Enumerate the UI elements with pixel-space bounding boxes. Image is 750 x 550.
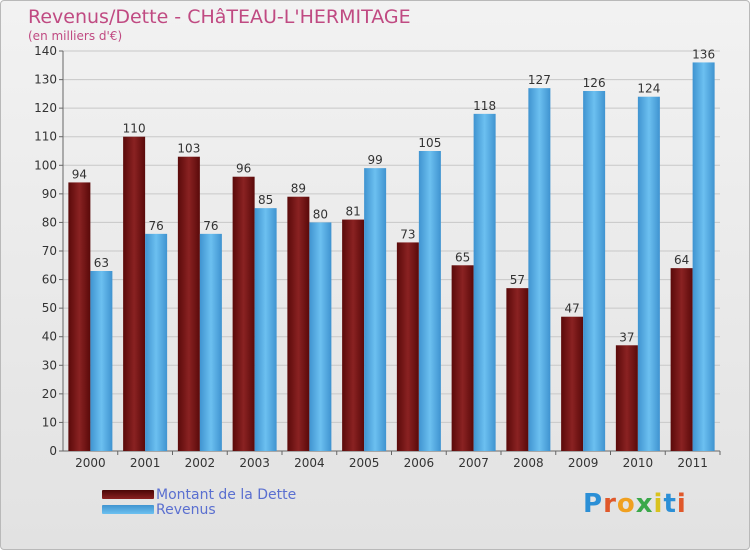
bar-revenus [309,222,332,451]
bar-dette [232,176,255,451]
data-label-revenus: 127 [528,73,551,87]
legend-swatch-revenus [102,505,154,514]
data-label-dette: 103 [177,142,200,156]
bar-dette [670,268,693,451]
y-tick-label: 20 [42,387,57,401]
bar-dette [177,156,200,451]
legend-label-revenus: Revenus [156,502,216,518]
data-label-dette: 110 [123,122,146,136]
data-label-revenus: 136 [692,47,715,61]
data-label-dette: 81 [345,205,360,219]
x-tick-label: 2004 [294,456,325,470]
y-tick-label: 50 [42,301,57,315]
x-tick-label: 2010 [623,456,654,470]
y-tick-label: 10 [42,415,57,429]
bar-dette [561,316,584,451]
x-tick-label: 2007 [458,456,489,470]
y-tick-label: 90 [42,187,57,201]
bar-dette [396,242,419,451]
data-label-dette: 65 [455,250,470,264]
data-label-revenus: 85 [258,193,273,207]
chart-subtitle: (en milliers d'€) [28,29,123,43]
bar-dette [506,288,529,451]
y-tick-label: 80 [42,215,57,229]
y-tick-label: 140 [34,44,57,58]
bar-dette [68,182,91,451]
y-tick-label: 130 [34,73,57,87]
x-tick-label: 2005 [349,456,380,470]
y-tick-label: 100 [34,158,57,172]
bar-revenus [418,151,441,451]
x-tick-label: 2003 [239,456,270,470]
bar-revenus [364,168,387,451]
data-label-revenus: 118 [473,99,496,113]
bar-revenus [254,208,277,451]
legend-swatch-dette [102,490,154,499]
bar-revenus [692,62,715,452]
data-label-dette: 96 [236,162,251,176]
x-tick-label: 2002 [185,456,216,470]
bar-revenus [583,91,606,451]
data-label-dette: 64 [674,253,689,267]
proxiti-logo: Proxiti [583,489,687,519]
data-label-dette: 73 [400,227,415,241]
y-tick-label: 120 [34,101,57,115]
x-tick-label: 2011 [677,456,708,470]
data-label-revenus: 76 [148,219,163,233]
chart-title: Revenus/Dette - CHâTEAU-L'HERMITAGE [28,6,411,28]
data-label-revenus: 80 [313,207,328,221]
x-tick-label: 2000 [75,456,106,470]
y-tick-label: 0 [49,444,57,458]
x-tick-label: 2006 [404,456,435,470]
x-tick-label: 2008 [513,456,544,470]
data-label-dette: 47 [564,302,579,316]
data-label-revenus: 124 [637,82,660,96]
data-label-dette: 57 [510,273,525,287]
y-tick-label: 30 [42,358,57,372]
y-tick-label: 40 [42,330,57,344]
y-tick-label: 70 [42,244,57,258]
bar-dette [451,265,474,451]
bar-dette [342,219,365,451]
bar-dette [287,196,310,451]
bar-revenus [145,233,168,451]
data-label-dette: 37 [619,330,634,344]
bar-dette [615,345,638,451]
bar-revenus [473,113,496,451]
legend-label-dette: Montant de la Dette [156,487,297,503]
data-label-revenus: 76 [203,219,218,233]
data-label-dette: 94 [72,167,87,181]
x-tick-label: 2001 [130,456,161,470]
bar-revenus [528,88,551,452]
x-tick-label: 2009 [568,456,599,470]
data-label-revenus: 63 [94,256,109,270]
y-tick-label: 60 [42,273,57,287]
bar-dette [123,136,146,451]
data-label-dette: 89 [291,182,306,196]
bar-revenus [90,271,113,451]
y-tick-label: 110 [34,130,57,144]
bar-revenus [199,233,222,451]
data-label-revenus: 126 [583,76,606,90]
data-label-revenus: 105 [418,136,441,150]
bar-revenus [637,96,660,451]
data-label-revenus: 99 [367,153,382,167]
